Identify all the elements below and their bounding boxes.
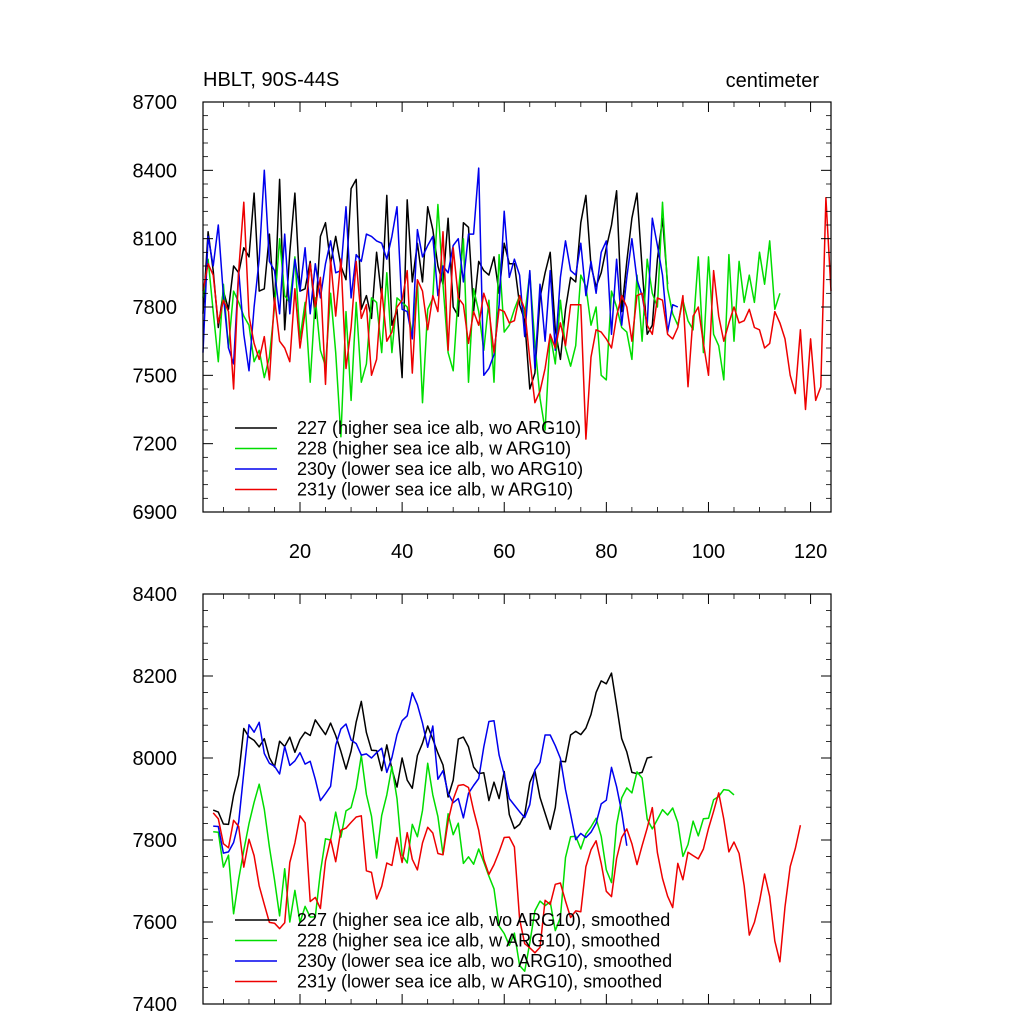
panel-top: HBLT, 90S-44S centimeter 6900 7200 7500 780… [133,69,832,563]
series-line-4 [202,196,832,440]
legend-label-1: 227 (higher sea ice alb, wo ARG10) [297,418,581,438]
bottom-series-layer [212,672,802,972]
legend-label-2: 228 (higher sea ice alb, w ARG10) [297,439,571,459]
y-tick-label: 6900 [133,502,178,524]
bottom-legend: 227 (higher sea ice alb, wo ARG10), smoo… [235,910,672,992]
chart-title: HBLT, 90S-44S [203,69,339,91]
series-line-4 [212,783,802,963]
panel-bottom: 7400 7600 7800 8000 8200 8400 227 (higher sea… [133,584,832,1016]
x-tick-label: 60 [493,541,515,563]
y-tick-label: 8100 [133,229,178,251]
y-tick-label: 7500 [133,365,178,387]
bottom-tick-layer: 7400 7600 7800 8000 8200 8400 [133,584,831,1016]
y-tick-label: 7600 [133,912,178,934]
y-tick-label: 8400 [133,160,178,182]
x-tick-label: 80 [595,541,617,563]
legend-label-3: 230y (lower sea ice alb, wo ARG10), smoo… [297,951,672,971]
top-plot-frame [202,101,832,513]
y-tick-label: 7800 [133,830,178,852]
y-tick-label: 8000 [133,748,178,770]
legend-label-4: 231y (lower sea ice alb, w ARG10) [297,480,573,500]
legend-label-3: 230y (lower sea ice alb, wo ARG10) [297,459,583,479]
y-tick-label: 8400 [133,584,178,606]
legend-label-1: 227 (higher sea ice alb, wo ARG10), smoo… [297,910,670,930]
y-tick-label: 7800 [133,297,178,319]
series-line-1 [212,672,653,831]
x-tick-label: 40 [391,541,413,563]
x-tick-label: 100 [692,541,725,563]
series-line-2 [213,754,735,972]
x-tick-label: 20 [289,541,311,563]
top-tick-layer: 6900 7200 7500 7800 8100 8400 8700 20 40 60 80 100 1… [133,92,831,563]
legend-label-4: 231y (lower sea ice alb, w ARG10), smoot… [297,972,662,992]
top-legend: 227 (higher sea ice alb, wo ARG10)228 (h… [235,418,583,500]
bottom-plot-frame [202,593,832,1005]
units-label: centimeter [726,70,820,92]
y-tick-label: 8200 [133,666,178,688]
top-series-layer [202,167,832,440]
y-tick-label: 7200 [133,434,178,456]
legend-label-2: 228 (higher sea ice alb, w ARG10), smoot… [297,931,660,951]
series-line-3 [213,692,628,854]
y-tick-label: 8700 [133,92,178,114]
y-tick-label: 7400 [133,994,178,1016]
x-tick-label: 120 [794,541,827,563]
